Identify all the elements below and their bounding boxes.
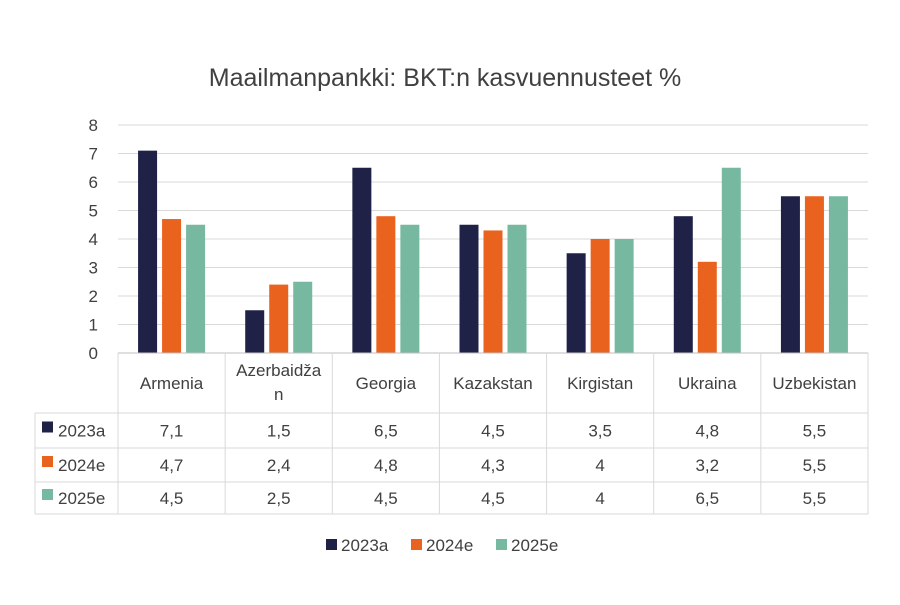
category-label: Georgia [356, 374, 417, 393]
bar-2023a-Uzbekistan [780, 196, 800, 353]
bar-2023a-Ukraina [673, 216, 693, 353]
table-value: 7,1 [160, 422, 184, 441]
bar-2023a-Kazakstan [459, 224, 479, 353]
bar-2025e-Uzbekistan [828, 196, 848, 353]
table-value: 2,4 [267, 456, 291, 475]
category-label: Azerbaidža [236, 361, 322, 380]
bar-2023a-Georgia [352, 167, 372, 353]
table-value: 1,5 [267, 422, 291, 441]
legend-key [411, 539, 422, 550]
category-label: n [274, 385, 283, 404]
y-tick-label: 6 [89, 173, 98, 192]
y-tick-label: 1 [89, 316, 98, 335]
table-value: 4,7 [160, 456, 184, 475]
table-value: 5,5 [803, 489, 827, 508]
y-tick-label: 2 [89, 287, 98, 306]
category-label: Armenia [140, 374, 204, 393]
chart-title: Maailmanpankki: BKT:n kasvuennusteet % [209, 64, 681, 92]
table-value: 4,5 [160, 489, 184, 508]
legend-key [326, 539, 337, 550]
table-value: 4,8 [695, 422, 719, 441]
table-value: 4,3 [481, 456, 505, 475]
y-tick-label: 4 [89, 230, 98, 249]
table-value: 3,2 [695, 456, 719, 475]
bar-2024e-Armenia [162, 219, 182, 353]
table-legend-key [42, 489, 53, 500]
bar-2025e-Azerbaidžan [293, 281, 313, 353]
y-tick-label: 8 [89, 116, 98, 135]
table-value: 3,5 [588, 422, 612, 441]
bar-2024e-Kirgistan [590, 239, 610, 353]
legend-key [496, 539, 507, 550]
bar-2023a-Kirgistan [566, 253, 586, 353]
bar-2024e-Kazakstan [483, 230, 503, 353]
table-series-label: 2025e [58, 489, 105, 508]
bar-2025e-Armenia [186, 224, 206, 353]
y-tick-label: 0 [89, 344, 98, 363]
table-series-label: 2023a [58, 422, 106, 441]
y-tick-label: 3 [89, 259, 98, 278]
y-tick-label: 5 [89, 202, 98, 221]
table-value: 4,5 [481, 489, 505, 508]
table-value: 6,5 [374, 422, 398, 441]
table-value: 5,5 [803, 422, 827, 441]
table-value: 4 [595, 489, 604, 508]
table-value: 4,8 [374, 456, 398, 475]
category-label: Kirgistan [567, 374, 633, 393]
bar-2025e-Kirgistan [614, 239, 634, 353]
bar-2023a-Azerbaidžan [245, 310, 265, 353]
category-label: Ukraina [678, 374, 737, 393]
bar-2025e-Kazakstan [507, 224, 527, 353]
category-label: Kazakstan [453, 374, 532, 393]
table-series-label: 2024e [58, 456, 105, 475]
table-value: 4,5 [374, 489, 398, 508]
table-value: 4 [595, 456, 604, 475]
bar-2024e-Georgia [376, 216, 396, 353]
table-value: 4,5 [481, 422, 505, 441]
table-value: 6,5 [695, 489, 719, 508]
legend-label: 2023a [341, 536, 389, 555]
bar-2025e-Georgia [400, 224, 420, 353]
y-tick-label: 7 [89, 145, 98, 164]
category-label: Uzbekistan [772, 374, 856, 393]
table-legend-key [42, 456, 53, 467]
legend-label: 2025e [511, 536, 558, 555]
table-value: 2,5 [267, 489, 291, 508]
bar-2024e-Ukraina [697, 261, 717, 353]
table-value: 5,5 [803, 456, 827, 475]
bar-2024e-Azerbaidžan [269, 284, 289, 353]
bar-2024e-Uzbekistan [804, 196, 824, 353]
bar-2023a-Armenia [138, 150, 158, 353]
table-legend-key [42, 421, 53, 433]
legend-label: 2024e [426, 536, 473, 555]
bar-2025e-Ukraina [721, 167, 741, 353]
